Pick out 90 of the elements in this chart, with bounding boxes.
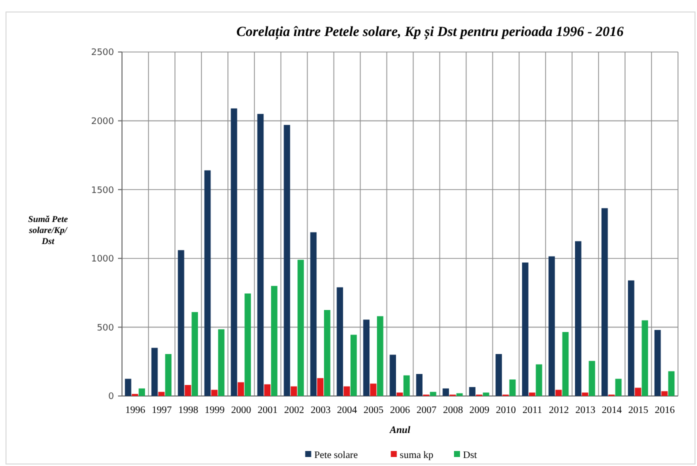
- y-tick-label: 1500: [91, 186, 114, 196]
- bar: [218, 329, 224, 396]
- bar: [324, 310, 330, 396]
- bar: [257, 114, 264, 396]
- bar: [138, 388, 146, 396]
- bar: [317, 378, 324, 396]
- bar: [376, 316, 384, 396]
- x-tick-label: 2016: [654, 405, 675, 416]
- legend-label: Dst: [463, 450, 478, 461]
- bar: [615, 378, 622, 396]
- bar: [298, 260, 304, 396]
- x-tick-label: 1998: [178, 405, 198, 416]
- bar: [271, 286, 278, 396]
- bar: [403, 375, 410, 396]
- bar: [588, 360, 596, 396]
- bar: [582, 392, 588, 396]
- bar: [165, 354, 172, 396]
- bar: [482, 392, 490, 396]
- x-tick-label: 2011: [522, 405, 542, 416]
- x-tick-label: 2008: [442, 405, 463, 416]
- bar: [668, 371, 675, 396]
- x-tick-label: 2015: [628, 405, 648, 416]
- x-tick-label: 2002: [284, 405, 304, 416]
- bar: [204, 170, 211, 396]
- bar: [178, 250, 184, 396]
- bar: [158, 392, 165, 396]
- x-tick-label: 1996: [125, 405, 146, 416]
- x-tick-label: 2007: [416, 405, 436, 416]
- bar: [496, 354, 502, 396]
- bar: [456, 393, 463, 396]
- x-tick-label: 1999: [204, 405, 225, 416]
- bar: [244, 293, 251, 396]
- bar: [264, 384, 271, 396]
- bar: [238, 382, 244, 396]
- y-tick-label: 0: [108, 392, 114, 402]
- x-axis-title: Anul: [388, 425, 411, 436]
- x-tick-label: 2009: [469, 405, 490, 416]
- y-tick-label: 1000: [91, 254, 114, 265]
- x-tick-label: 2000: [231, 405, 252, 416]
- bar: [575, 241, 582, 396]
- bar: [184, 384, 192, 396]
- x-tick-label: 2001: [258, 405, 278, 416]
- chart-title: Corelația între Petele solare, Kp și Dst pentru perioada 1996 - 2016: [236, 25, 624, 40]
- x-tick-label: 2012: [548, 405, 569, 416]
- bar: [230, 108, 238, 396]
- bar: [469, 387, 476, 396]
- bar: [509, 379, 516, 396]
- bar: [363, 320, 370, 396]
- bar: [654, 330, 661, 396]
- bar: [416, 374, 422, 396]
- bar: [634, 388, 642, 396]
- bar: [642, 320, 648, 396]
- bar: [536, 364, 542, 396]
- bar: [192, 312, 198, 396]
- legend-label: suma kp: [400, 450, 434, 461]
- bar: [548, 256, 555, 396]
- bar: [628, 280, 634, 396]
- bar: [310, 232, 317, 396]
- bar: [661, 391, 668, 396]
- bar: [284, 124, 290, 396]
- bar: [522, 262, 528, 396]
- bar: [290, 386, 297, 396]
- bar: [601, 208, 608, 396]
- bar: [370, 384, 376, 396]
- y-tick-label: 500: [96, 323, 114, 334]
- x-tick-label: 2006: [390, 405, 410, 416]
- x-tick-label: 2003: [310, 405, 331, 416]
- x-tick-label: 2013: [575, 405, 596, 416]
- bar: [442, 388, 449, 396]
- bar: [151, 348, 158, 396]
- legend-label: Pete solare: [314, 450, 358, 461]
- y-tick-label: 2000: [91, 116, 114, 127]
- bar: [336, 287, 344, 396]
- x-tick-label: 2010: [496, 405, 516, 416]
- x-tick-label: 2004: [337, 405, 358, 416]
- y-tick-label: 2500: [91, 48, 114, 58]
- bar: [430, 392, 436, 396]
- bar: [350, 334, 357, 396]
- x-tick-label: 2005: [364, 405, 384, 416]
- x-tick-label: 1997: [152, 405, 172, 416]
- bar: [555, 390, 562, 396]
- bar: [390, 354, 396, 396]
- bar: [528, 392, 536, 396]
- y-axis-title: Sumă Pete solare/Kp/ Dst: [28, 214, 68, 246]
- bar: [396, 392, 403, 396]
- bar: [562, 332, 569, 396]
- bar: [124, 378, 132, 396]
- bar: [211, 390, 218, 396]
- x-tick-label: 2014: [602, 405, 622, 416]
- bar: [344, 386, 350, 396]
